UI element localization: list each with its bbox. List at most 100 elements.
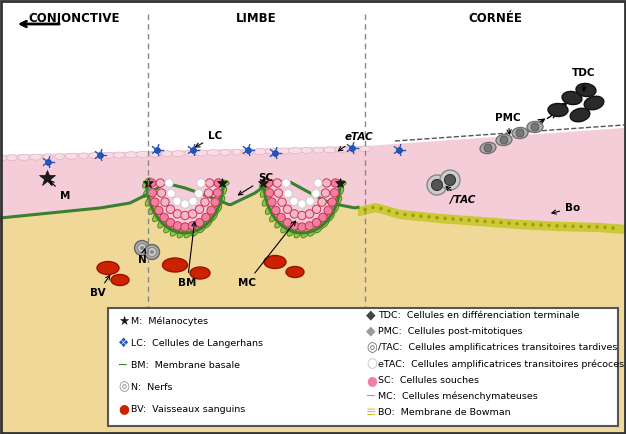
Circle shape: [160, 213, 168, 222]
Circle shape: [148, 247, 156, 256]
Circle shape: [321, 189, 330, 197]
Ellipse shape: [101, 152, 113, 158]
Ellipse shape: [97, 262, 119, 274]
Circle shape: [181, 211, 189, 220]
Circle shape: [181, 200, 189, 208]
Circle shape: [277, 213, 285, 222]
Ellipse shape: [275, 218, 284, 228]
Circle shape: [205, 179, 214, 187]
Circle shape: [195, 205, 203, 214]
Circle shape: [195, 189, 203, 198]
Circle shape: [305, 210, 314, 218]
Ellipse shape: [126, 152, 136, 158]
Polygon shape: [0, 182, 626, 434]
Text: N: N: [138, 249, 146, 265]
Ellipse shape: [208, 150, 218, 156]
Ellipse shape: [512, 128, 528, 138]
Circle shape: [312, 205, 321, 214]
Circle shape: [305, 222, 314, 230]
Bar: [108, 308, 618, 426]
Text: BO:  Membrane de Bowman: BO: Membrane de Bowman: [378, 408, 511, 418]
Text: LC:  Cellules de Langerhans: LC: Cellules de Langerhans: [131, 339, 263, 348]
Polygon shape: [147, 183, 223, 233]
Polygon shape: [0, 128, 626, 225]
Circle shape: [195, 218, 203, 227]
Circle shape: [587, 225, 591, 229]
Ellipse shape: [170, 226, 179, 236]
Text: TDC:  Cellules en différenciation terminale: TDC: Cellules en différenciation termina…: [378, 310, 580, 319]
Text: CORNÉE: CORNÉE: [468, 12, 522, 25]
Text: LC: LC: [195, 131, 222, 147]
Circle shape: [443, 217, 447, 220]
Circle shape: [563, 224, 567, 228]
Circle shape: [272, 206, 280, 215]
Circle shape: [603, 226, 607, 229]
Circle shape: [319, 213, 327, 222]
Text: ─: ─: [366, 390, 374, 403]
Circle shape: [298, 223, 306, 231]
Ellipse shape: [18, 155, 30, 161]
Circle shape: [140, 246, 144, 250]
Circle shape: [156, 179, 165, 187]
Circle shape: [507, 221, 511, 225]
Text: MC: MC: [238, 221, 295, 288]
Ellipse shape: [177, 228, 186, 238]
Text: TDC: TDC: [572, 68, 595, 91]
Circle shape: [167, 218, 175, 227]
Ellipse shape: [203, 218, 212, 228]
Circle shape: [201, 198, 209, 206]
Text: ─: ─: [118, 358, 125, 372]
Ellipse shape: [244, 149, 253, 155]
Circle shape: [312, 218, 321, 227]
Ellipse shape: [145, 196, 154, 206]
Circle shape: [213, 189, 222, 197]
Ellipse shape: [183, 150, 197, 156]
Ellipse shape: [197, 150, 207, 156]
Circle shape: [268, 198, 276, 206]
Text: N:  Nerfs: N: Nerfs: [131, 382, 173, 391]
Circle shape: [387, 209, 391, 213]
Circle shape: [523, 223, 527, 226]
Ellipse shape: [315, 223, 323, 233]
Ellipse shape: [190, 267, 210, 279]
Circle shape: [284, 218, 292, 227]
Ellipse shape: [335, 187, 344, 197]
Ellipse shape: [262, 196, 271, 206]
Text: M: M: [50, 181, 70, 201]
Ellipse shape: [289, 148, 300, 154]
Circle shape: [214, 179, 223, 187]
Text: BM:  Membrane basale: BM: Membrane basale: [131, 361, 240, 369]
Circle shape: [290, 197, 298, 205]
Circle shape: [483, 220, 487, 223]
Circle shape: [173, 222, 182, 230]
Ellipse shape: [143, 187, 152, 197]
Ellipse shape: [337, 146, 346, 152]
Circle shape: [314, 179, 322, 187]
Circle shape: [151, 198, 159, 206]
Circle shape: [161, 198, 169, 206]
Circle shape: [298, 200, 306, 208]
Circle shape: [167, 205, 175, 214]
Polygon shape: [264, 183, 340, 233]
Ellipse shape: [330, 204, 339, 214]
Ellipse shape: [28, 154, 43, 160]
Circle shape: [571, 224, 575, 228]
Ellipse shape: [6, 155, 18, 161]
Circle shape: [499, 221, 503, 224]
Ellipse shape: [286, 266, 304, 277]
Circle shape: [290, 210, 299, 218]
Circle shape: [547, 224, 551, 227]
Ellipse shape: [346, 146, 360, 152]
Ellipse shape: [184, 228, 193, 238]
Circle shape: [150, 250, 154, 254]
Circle shape: [197, 179, 205, 187]
Circle shape: [500, 136, 508, 144]
Circle shape: [204, 189, 213, 197]
Circle shape: [305, 197, 314, 205]
Circle shape: [284, 189, 292, 198]
Circle shape: [539, 223, 543, 227]
Ellipse shape: [308, 226, 317, 236]
Circle shape: [322, 179, 331, 187]
Circle shape: [403, 213, 407, 216]
Ellipse shape: [265, 148, 278, 154]
